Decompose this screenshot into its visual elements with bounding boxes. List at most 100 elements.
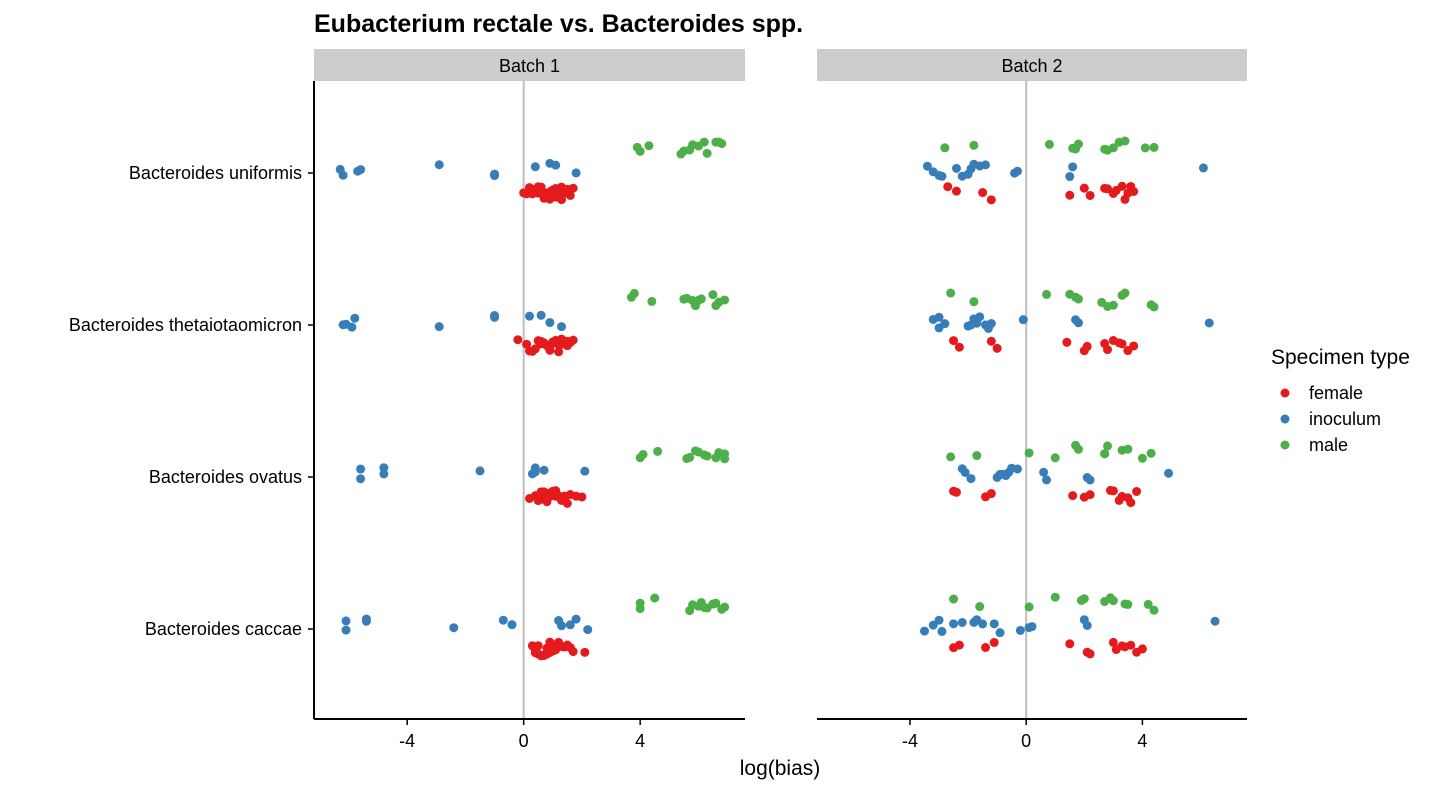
data-point-inoculum — [1085, 475, 1095, 485]
data-point-inoculum — [536, 310, 546, 320]
data-point-male — [1073, 294, 1083, 304]
facet-strip — [314, 49, 745, 81]
data-point-female — [522, 339, 532, 349]
legend: Specimen type female inoculum male — [1271, 346, 1410, 455]
data-point-female — [1065, 639, 1075, 649]
data-point-female — [1108, 637, 1118, 647]
data-point-female — [1065, 190, 1075, 200]
data-point-inoculum — [434, 160, 444, 170]
series-inoculum — [920, 159, 1220, 638]
data-point-female — [539, 188, 549, 198]
data-point-female — [989, 637, 999, 647]
data-point-male — [717, 139, 727, 149]
data-point-inoculum — [922, 161, 932, 171]
y-tick-label: Bacteroides thetaiotaomicron — [69, 315, 302, 335]
data-point-female — [545, 194, 555, 204]
data-point-inoculum — [1012, 464, 1022, 474]
data-point-male — [1137, 453, 1147, 463]
data-point-female — [530, 645, 540, 655]
series-female — [513, 182, 590, 661]
data-point-inoculum — [583, 625, 593, 635]
data-point-inoculum — [949, 619, 959, 629]
series-inoculum — [335, 158, 593, 635]
data-point-male — [629, 288, 639, 298]
data-point-male — [1149, 302, 1159, 312]
data-point-male — [1079, 594, 1089, 604]
data-point-male — [1103, 441, 1113, 451]
data-point-female — [551, 183, 561, 193]
data-point-inoculum — [978, 619, 988, 629]
data-point-inoculum — [557, 322, 567, 332]
legend-title: Specimen type — [1271, 346, 1410, 369]
data-point-male — [720, 449, 730, 459]
data-point-inoculum — [475, 466, 485, 476]
data-point-inoculum — [498, 615, 508, 625]
x-tick-label: 0 — [519, 731, 529, 751]
data-point-male — [1050, 592, 1060, 602]
data-point-female — [548, 488, 558, 498]
data-point-inoculum — [1042, 475, 1052, 485]
data-point-male — [972, 451, 982, 461]
data-point-female — [536, 336, 546, 346]
data-point-male — [1108, 143, 1118, 153]
data-point-inoculum — [1018, 315, 1028, 325]
data-point-female — [1085, 190, 1095, 200]
data-point-inoculum — [341, 616, 351, 626]
data-point-inoculum — [995, 628, 1005, 638]
data-point-inoculum — [565, 620, 575, 630]
data-point-female — [545, 345, 555, 355]
data-point-inoculum — [557, 621, 567, 631]
data-point-female — [557, 195, 567, 205]
data-point-male — [635, 146, 645, 156]
data-point-male — [635, 598, 645, 608]
facet-strip-label: Batch 2 — [1001, 56, 1062, 76]
data-point-inoculum — [434, 322, 444, 332]
data-point-inoculum — [356, 165, 366, 175]
y-tick-label: Bacteroides caccae — [145, 619, 302, 639]
data-point-female — [562, 336, 572, 346]
data-point-female — [981, 642, 991, 652]
data-point-male — [975, 602, 985, 612]
data-point-inoculum — [539, 465, 549, 475]
data-point-male — [1149, 142, 1159, 152]
data-point-male — [650, 593, 660, 603]
data-point-inoculum — [341, 625, 351, 635]
data-point-male — [946, 452, 956, 462]
data-point-female — [1085, 649, 1095, 659]
legend-swatch-male — [1280, 440, 1290, 450]
x-axis-title: log(bias) — [740, 757, 821, 780]
data-point-female — [568, 647, 578, 657]
data-point-male — [1073, 444, 1083, 454]
data-point-female — [542, 497, 552, 507]
data-point-female — [1082, 341, 1092, 351]
data-point-inoculum — [525, 311, 534, 321]
data-point-inoculum — [1210, 616, 1220, 626]
data-point-inoculum — [379, 469, 389, 479]
data-point-male — [720, 295, 730, 305]
data-point-female — [1126, 498, 1136, 508]
data-point-female — [949, 336, 959, 346]
data-point-inoculum — [1198, 163, 1208, 173]
facet-strip — [817, 49, 1247, 81]
x-tick-label: 0 — [1021, 731, 1031, 751]
x-tick-label: -4 — [399, 731, 415, 751]
data-point-inoculum — [545, 318, 555, 328]
data-point-male — [1024, 448, 1034, 458]
data-point-female — [1108, 486, 1118, 496]
data-point-inoculum — [989, 619, 999, 629]
data-point-inoculum — [1204, 318, 1214, 328]
data-point-male — [702, 451, 712, 461]
data-point-inoculum — [981, 160, 991, 170]
data-point-inoculum — [571, 168, 581, 178]
data-point-inoculum — [975, 312, 985, 322]
data-point-inoculum — [1065, 172, 1075, 182]
data-point-inoculum — [580, 466, 590, 476]
data-point-male — [1146, 448, 1156, 458]
data-point-male — [1044, 139, 1054, 149]
y-tick-label: Bacteroides ovatus — [149, 467, 302, 487]
data-point-male — [685, 452, 695, 462]
data-point-inoculum — [356, 474, 366, 484]
data-point-inoculum — [1082, 620, 1092, 630]
data-point-inoculum — [1164, 468, 1174, 478]
